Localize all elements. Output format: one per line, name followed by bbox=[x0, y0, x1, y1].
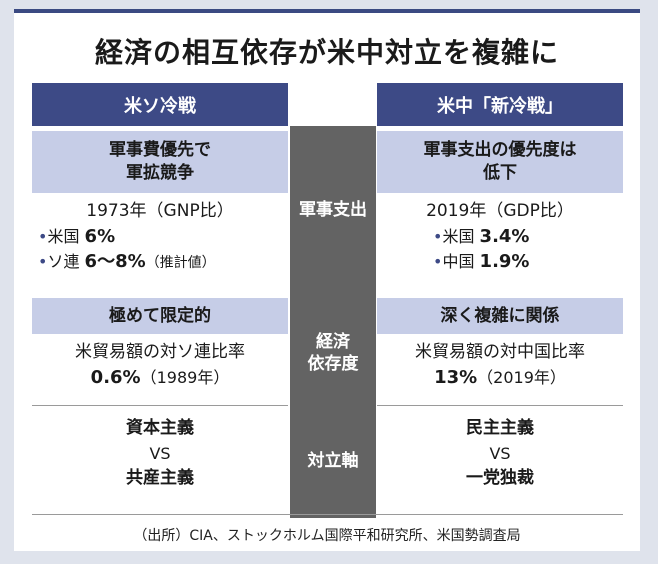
economic-right-heading: 深く複雑に関係 bbox=[377, 298, 623, 334]
category-economic-line1: 経済 bbox=[316, 332, 350, 352]
military-right-item-us: •米国 3.4% bbox=[377, 224, 623, 249]
military-left-item-us-value: 6% bbox=[84, 226, 116, 247]
category-axis-of-confrontation: 対立軸 bbox=[307, 451, 359, 471]
economic-left-heading: 極めて限定的 bbox=[32, 298, 288, 334]
axis-right-one-party-rule: 一党独裁 bbox=[466, 468, 534, 488]
axis-left-details: 資本主義 VS 共産主義 bbox=[32, 416, 288, 491]
section-divider bbox=[32, 405, 288, 406]
military-left-item-ussr-note: （推計値） bbox=[145, 255, 216, 271]
axis-left-capitalism: 資本主義 bbox=[126, 418, 194, 438]
source-note: （出所）CIA、ストックホルム国際平和研究所、米国勢調査局 bbox=[133, 528, 521, 544]
military-left-year: 1973年（GNP比） bbox=[86, 201, 234, 221]
category-military-spending: 軍事支出 bbox=[299, 200, 367, 220]
military-right-item-china: •中国 1.9% bbox=[377, 249, 623, 274]
bullet-dot-icon: • bbox=[38, 252, 48, 271]
bullet-dot-icon: • bbox=[433, 252, 443, 271]
military-left-item-us-label: 米国 bbox=[47, 227, 80, 246]
economic-left-details: 米貿易額の対ソ連比率 0.6%（1989年） bbox=[32, 340, 288, 390]
military-left-item-ussr-label: ソ連 bbox=[47, 252, 80, 271]
military-right-item-china-label: 中国 bbox=[442, 252, 475, 271]
military-left-heading-line1: 軍事費優先で bbox=[109, 140, 211, 160]
military-right-item-us-value: 3.4% bbox=[479, 226, 530, 247]
category-economic-line2: 依存度 bbox=[307, 354, 359, 374]
economic-left-value-line: 0.6%（1989年） bbox=[32, 365, 288, 390]
economic-right-value-line: 13%（2019年） bbox=[377, 365, 623, 390]
military-left-details: 1973年（GNP比） •米国 6% •ソ連 6〜8%（推計値） bbox=[32, 199, 288, 276]
footer-divider bbox=[32, 514, 623, 515]
economic-right-details: 米貿易額の対中国比率 13%（2019年） bbox=[377, 340, 623, 390]
economic-right-desc: 米貿易額の対中国比率 bbox=[415, 342, 585, 362]
military-right-item-china-value: 1.9% bbox=[479, 251, 530, 272]
axis-left-vs: VS bbox=[149, 444, 171, 463]
military-left-item-ussr-value: 6〜8% bbox=[84, 251, 146, 272]
infographic-frame: 経済の相互依存が米中対立を複雑に 米ソ冷戦 米中「新冷戦」 軍事費優先で 軍拡競… bbox=[14, 9, 640, 551]
military-right-heading: 軍事支出の優先度は 低下 bbox=[377, 131, 623, 193]
military-right-heading-line1: 軍事支出の優先度は bbox=[423, 140, 577, 160]
military-right-year: 2019年（GDP比） bbox=[426, 201, 574, 221]
economic-left-desc: 米貿易額の対ソ連比率 bbox=[75, 342, 245, 362]
economic-left-year: （1989年） bbox=[140, 368, 230, 387]
header-us-soviet-cold-war: 米ソ冷戦 bbox=[32, 83, 288, 126]
military-right-details: 2019年（GDP比） •米国 3.4% •中国 1.9% bbox=[377, 199, 623, 274]
bullet-dot-icon: • bbox=[38, 227, 48, 246]
military-left-item-ussr: •ソ連 6〜8%（推計値） bbox=[32, 249, 288, 276]
economic-right-year: （2019年） bbox=[477, 368, 566, 387]
military-right-item-us-label: 米国 bbox=[442, 227, 475, 246]
military-right-heading-line2: 低下 bbox=[483, 163, 517, 183]
military-left-heading: 軍事費優先で 軍拡競争 bbox=[32, 131, 288, 193]
bullet-dot-icon: • bbox=[433, 227, 443, 246]
axis-right-details: 民主主義 VS 一党独裁 bbox=[377, 416, 623, 491]
military-left-heading-line2: 軍拡競争 bbox=[126, 163, 194, 183]
economic-left-value: 0.6% bbox=[90, 367, 141, 388]
axis-left-communism: 共産主義 bbox=[126, 468, 194, 488]
section-divider bbox=[377, 405, 623, 406]
infographic-title: 経済の相互依存が米中対立を複雑に bbox=[94, 36, 559, 69]
category-column bbox=[290, 126, 376, 518]
economic-right-value: 13% bbox=[434, 367, 478, 388]
header-us-china-new-cold-war: 米中「新冷戦」 bbox=[377, 83, 623, 126]
axis-right-democracy: 民主主義 bbox=[466, 418, 534, 438]
category-economic-dependence: 経済 依存度 bbox=[290, 331, 376, 375]
axis-right-vs: VS bbox=[489, 444, 511, 463]
military-left-item-us: •米国 6% bbox=[32, 224, 288, 249]
